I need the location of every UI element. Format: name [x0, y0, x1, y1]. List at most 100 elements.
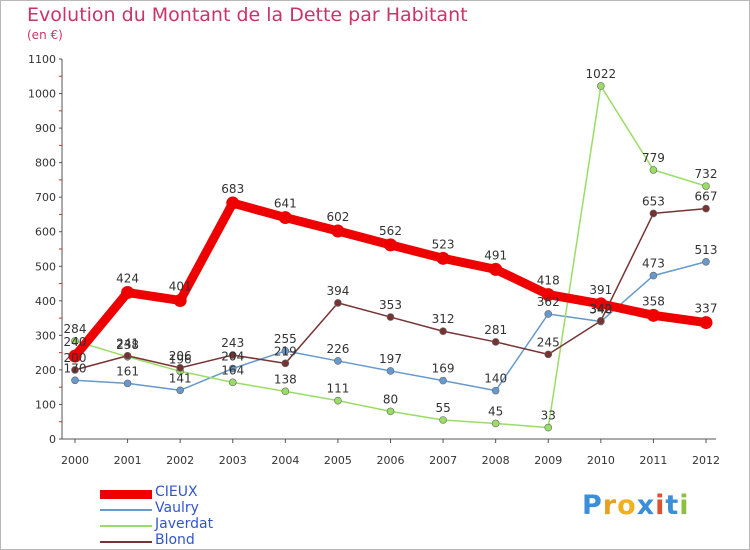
- data-point: [489, 262, 503, 276]
- x-tick-label: 2010: [587, 454, 615, 467]
- chart-subtitle: (en €): [27, 28, 63, 42]
- data-label: 473: [642, 257, 665, 271]
- y-tick-label: 500: [35, 260, 56, 273]
- data-label: 140: [484, 372, 507, 386]
- y-tick-label: 200: [35, 364, 56, 377]
- y-tick-label: 1100: [28, 53, 56, 66]
- data-label: 523: [432, 237, 455, 251]
- data-point: [699, 316, 713, 330]
- data-label: 312: [432, 312, 455, 326]
- logo-letter: i: [655, 490, 666, 521]
- x-tick-label: 2003: [219, 454, 247, 467]
- series-blond: [71, 204, 710, 374]
- x-tick-label: 2000: [61, 454, 89, 467]
- series-javerdat: [71, 82, 710, 432]
- data-label: 667: [695, 190, 718, 204]
- data-label: 164: [221, 363, 244, 377]
- data-point: [386, 367, 395, 375]
- legend-swatch: [100, 525, 152, 527]
- x-tick-label: 2012: [692, 454, 720, 467]
- data-label: 653: [642, 194, 665, 208]
- x-tick-label: 2011: [639, 454, 667, 467]
- data-label: 779: [642, 151, 665, 165]
- data-point: [228, 351, 237, 359]
- series-vaulry: [71, 257, 710, 395]
- data-label: 342: [589, 302, 612, 316]
- data-point: [123, 379, 132, 388]
- data-point: [436, 251, 450, 265]
- data-point: [702, 182, 710, 190]
- data-label: 170: [64, 361, 87, 375]
- data-point: [439, 416, 447, 424]
- data-label: 55: [435, 401, 450, 415]
- data-label: 204: [221, 350, 244, 364]
- data-label: 161: [116, 364, 139, 378]
- data-label: 169: [432, 362, 455, 376]
- data-point: [544, 310, 553, 318]
- data-point: [702, 257, 710, 266]
- legend-swatch: [100, 489, 152, 499]
- legend-label: Javerdat: [155, 516, 214, 532]
- data-label: 391: [589, 283, 612, 297]
- data-label: 424: [116, 272, 139, 286]
- series-layer: [68, 82, 713, 432]
- data-point: [173, 293, 187, 307]
- legend-label: CIEUX: [155, 484, 198, 500]
- data-point: [176, 386, 184, 395]
- x-tick-label: 2001: [114, 454, 142, 467]
- logo-letter: i: [679, 490, 690, 521]
- data-point: [334, 299, 342, 307]
- legend-swatch: [100, 541, 152, 543]
- data-point: [281, 359, 290, 368]
- data-point: [71, 366, 79, 374]
- data-point: [228, 378, 237, 387]
- data-label: 138: [274, 372, 297, 386]
- data-label: 255: [274, 332, 297, 346]
- data-label: 45: [488, 404, 503, 418]
- data-label: 418: [537, 274, 560, 288]
- data-label: 362: [537, 295, 560, 309]
- data-point: [491, 386, 500, 395]
- data-label: 197: [379, 352, 402, 366]
- y-tick-label: 100: [35, 398, 56, 411]
- x-tick-label: 2007: [429, 454, 457, 467]
- data-point: [68, 349, 82, 363]
- y-tick-label: 700: [35, 191, 56, 204]
- data-point: [228, 364, 237, 373]
- data-label: 281: [484, 323, 507, 337]
- data-point: [334, 396, 342, 405]
- data-point: [281, 387, 290, 396]
- data-label: 401: [169, 279, 192, 293]
- logo-letter: x: [636, 490, 656, 521]
- legend-label: Blond: [155, 532, 195, 548]
- data-point: [702, 204, 710, 213]
- y-tick-label: 0: [49, 433, 56, 446]
- data-label: 219: [274, 344, 297, 358]
- data-label: 353: [379, 298, 402, 312]
- data-point: [594, 297, 608, 311]
- data-point: [439, 376, 447, 385]
- logo-letter: r: [602, 490, 618, 521]
- data-label: 206: [169, 349, 192, 363]
- chart-title: Evolution du Montant de la Dette par Hab…: [27, 4, 468, 26]
- data-label: 394: [326, 284, 349, 298]
- x-tick-label: 2004: [271, 454, 299, 467]
- y-tick-label: 900: [35, 122, 56, 135]
- proxiti-logo: Proxiti: [582, 490, 690, 521]
- data-point: [278, 211, 292, 225]
- data-label: 196: [169, 352, 192, 366]
- data-label: 683: [221, 182, 244, 196]
- data-point: [439, 327, 447, 336]
- data-label: 732: [695, 167, 718, 181]
- data-point: [121, 286, 135, 300]
- y-tick-label: 300: [35, 329, 56, 342]
- x-tick-label: 2009: [534, 454, 562, 467]
- data-point: [491, 338, 500, 346]
- data-label: 241: [116, 337, 139, 351]
- data-labels: 170 161 141 204 255 226 197 169 140 362 340 473 513 2…: [64, 67, 718, 423]
- data-point: [544, 423, 553, 432]
- y-tick-label: 600: [35, 226, 56, 239]
- data-label: 200: [64, 351, 87, 365]
- x-tick-label: 2008: [482, 454, 510, 467]
